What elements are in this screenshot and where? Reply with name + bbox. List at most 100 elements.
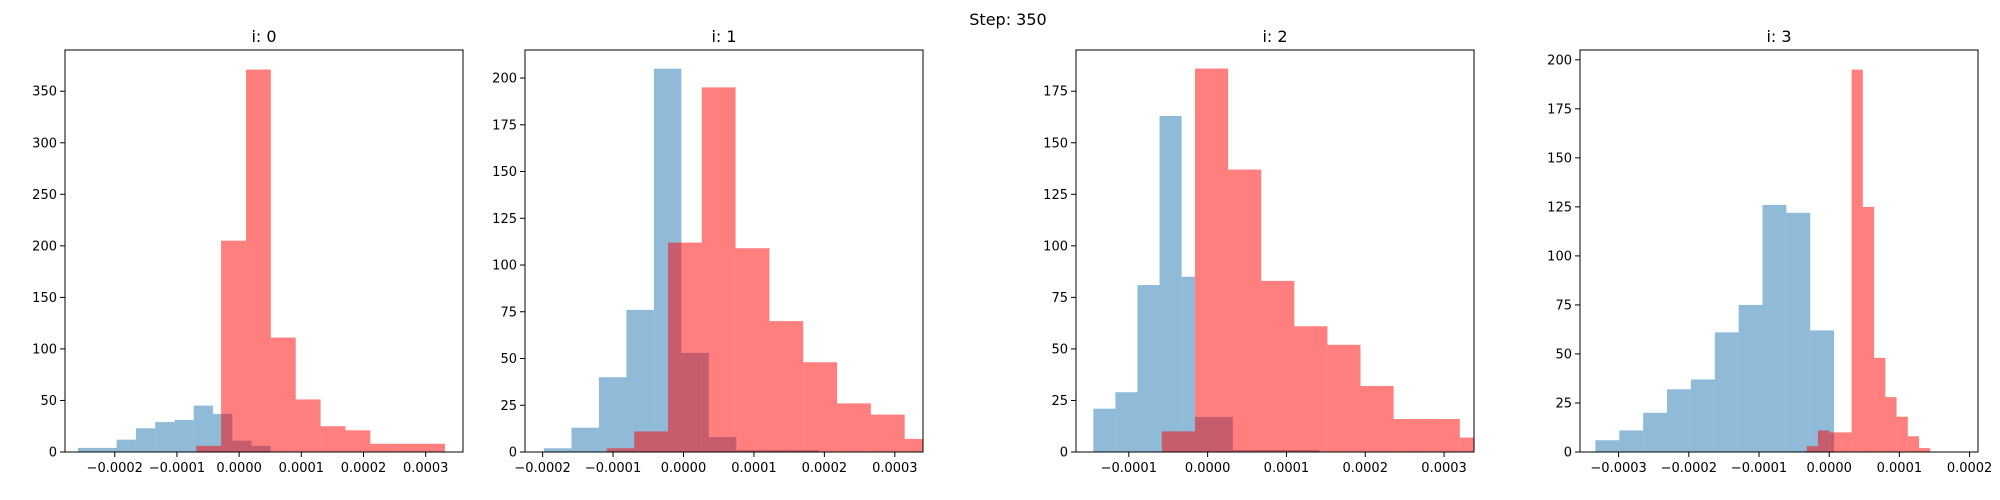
x-tick-label: −0.0001 [1731, 461, 1787, 476]
bar-red-8 [870, 414, 905, 452]
bar-blue-3 [1159, 115, 1182, 452]
y-tick-label: 350 [32, 85, 57, 100]
bar-blue-6 [193, 405, 214, 452]
bar-red-1 [221, 240, 246, 452]
x-tick-label: 0.0003 [872, 461, 918, 476]
y-tick-label: 75 [1555, 298, 1572, 313]
bar-blue-6 [1738, 304, 1763, 452]
bar-red-2 [1829, 432, 1841, 452]
bar-blue-7 [1762, 204, 1787, 452]
bar-red-2 [668, 242, 702, 452]
histogram-bars [544, 68, 923, 452]
x-tick-label: 0.0002 [341, 461, 387, 476]
y-tick-label: 125 [492, 212, 517, 227]
y-tick-label: 150 [492, 165, 517, 180]
bar-red-8 [1426, 419, 1460, 452]
y-tick-label: 125 [1547, 200, 1572, 215]
bar-red-9 [904, 438, 923, 452]
histogram-bars [1093, 68, 1474, 452]
bar-red-4 [1294, 326, 1328, 452]
bar-red-5 [1327, 344, 1361, 452]
y-tick-label: 125 [1043, 188, 1068, 203]
y-tick-label: 175 [1547, 102, 1572, 117]
bar-red-2 [1228, 169, 1262, 452]
y-tick-label: 175 [492, 118, 517, 133]
bar-blue-4 [155, 422, 175, 452]
bar-blue-0 [1093, 408, 1116, 452]
y-tick-label: 200 [1547, 53, 1572, 68]
bar-red-7 [1393, 419, 1427, 452]
bar-red-5 [320, 426, 346, 452]
y-tick-label: 50 [40, 394, 57, 409]
bar-blue-3 [135, 428, 156, 452]
y-tick-label: 150 [32, 291, 57, 306]
y-tick-label: 100 [1547, 249, 1572, 264]
histogram-bars [1595, 69, 1931, 452]
subplot-title: i: 0 [251, 27, 276, 46]
bar-red-5 [769, 321, 804, 452]
x-tick-label: 0.0000 [661, 461, 707, 476]
bar-blue-2 [116, 439, 136, 452]
x-tick-label: −0.0002 [514, 461, 570, 476]
y-tick-label: 50 [1051, 342, 1068, 357]
bar-blue-1 [1619, 430, 1644, 452]
bar-red-1 [1817, 430, 1830, 452]
bar-red-6 [1874, 357, 1886, 452]
bar-blue-4 [1690, 379, 1715, 452]
bar-blue-0 [544, 448, 572, 452]
bar-red-8 [1896, 416, 1908, 452]
y-tick-label: 150 [1547, 151, 1572, 166]
y-tick-label: 50 [500, 352, 517, 367]
y-tick-label: 250 [32, 188, 57, 203]
y-tick-label: 50 [1555, 347, 1572, 362]
subplots: −0.0002 −0.0001 0.0000 0.0001 0.0002 0.0003 0 5… [32, 27, 1992, 476]
bar-blue-1 [1115, 392, 1138, 452]
bar-red-3 [270, 337, 296, 452]
bar-red-7 [837, 403, 871, 452]
bar-blue-5 [174, 420, 194, 452]
bar-red-9 [1907, 436, 1920, 452]
bar-blue-3 [626, 309, 654, 452]
bar-blue-8 [1786, 212, 1811, 452]
bar-blue-4 [1181, 276, 1196, 452]
bar-blue-2 [1137, 285, 1160, 452]
y-tick-label: 25 [1555, 396, 1572, 411]
bar-red-4 [735, 248, 770, 452]
bar-red-4 [295, 399, 321, 452]
bar-red-6 [1360, 386, 1394, 452]
bar-blue-9 [1810, 330, 1835, 452]
y-tick-label: 175 [1043, 85, 1068, 100]
x-tick-label: 0.0001 [279, 461, 325, 476]
bar-blue-2 [598, 377, 627, 452]
bar-red-7 [370, 443, 396, 452]
x-tick-label: 0.0001 [731, 461, 777, 476]
bar-red-5 [1862, 206, 1875, 452]
axes-frame [524, 49, 924, 453]
figure-suptitle: Step: 350 [969, 10, 1046, 29]
bar-blue-0 [1595, 440, 1620, 452]
bar-red-0 [196, 445, 222, 452]
subplot-3: −0.0003 −0.0002 −0.0001 0.0000 0.0001 0.0002 0… [1547, 27, 1992, 476]
y-tick-label: 0 [1060, 446, 1068, 461]
bar-blue-1 [97, 447, 117, 452]
bar-red-3 [1840, 432, 1852, 452]
subplot-0: −0.0002 −0.0001 0.0000 0.0001 0.0002 0.0003 0 5… [32, 27, 464, 476]
x-tick-label: 0.0003 [403, 461, 449, 476]
x-tick-label: 0.0000 [1185, 461, 1231, 476]
bar-red-3 [701, 87, 736, 452]
x-tick-label: −0.0003 [1590, 461, 1646, 476]
x-tick-label: −0.0002 [1661, 461, 1717, 476]
bar-red-7 [1885, 397, 1897, 452]
bar-red-1 [1195, 68, 1229, 452]
bar-blue-5 [1714, 332, 1739, 452]
bar-red-1 [634, 431, 668, 452]
bar-blue-3 [1667, 389, 1691, 452]
x-tick-label: 0.0002 [1947, 461, 1993, 476]
y-tick-label: 75 [1051, 291, 1068, 306]
y-tick-label: 25 [1051, 394, 1068, 409]
x-tick-label: 0.0002 [802, 461, 848, 476]
bar-red-6 [803, 362, 838, 452]
y-tick-label: 0 [49, 446, 57, 461]
subplot-2: −0.0001 0.0000 0.0001 0.0002 0.0003 0 25 50 75 10… [1043, 27, 1475, 476]
